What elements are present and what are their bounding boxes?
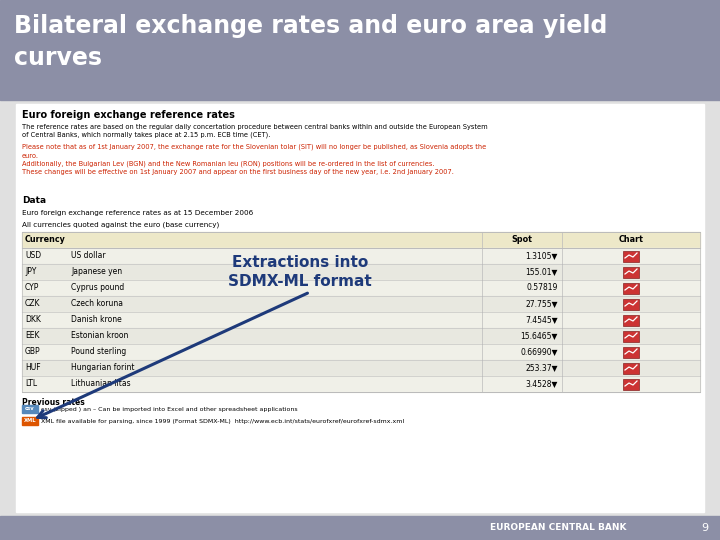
Text: The reference rates are based on the regular daily concertation procedure betwee: The reference rates are based on the reg…	[22, 124, 487, 138]
Text: 0.66990▼: 0.66990▼	[521, 348, 558, 356]
Text: 3.4528▼: 3.4528▼	[526, 380, 558, 388]
Text: Bilateral exchange rates and euro area yield: Bilateral exchange rates and euro area y…	[14, 14, 608, 38]
Text: JPY: JPY	[25, 267, 37, 276]
Text: Cyprus pound: Cyprus pound	[71, 284, 125, 293]
Text: 155.01▼: 155.01▼	[526, 267, 558, 276]
Text: Data: Data	[22, 196, 46, 205]
Bar	[22, 264, 700, 280]
Bar	[22, 328, 700, 344]
Text: 0.57819: 0.57819	[526, 284, 558, 293]
Bar	[623, 251, 639, 261]
Bar	[22, 248, 700, 264]
Text: Japanese yen: Japanese yen	[71, 267, 122, 276]
Text: 1.3105▼: 1.3105▼	[526, 252, 558, 260]
Bar	[623, 330, 639, 341]
Bar	[22, 417, 38, 425]
Text: csv (zipped ) an – Can be imported into Excel and other spreadsheet applications: csv (zipped ) an – Can be imported into …	[41, 407, 297, 411]
Text: Previous rates: Previous rates	[22, 398, 85, 407]
Text: Danish krone: Danish krone	[71, 315, 122, 325]
Text: HUF: HUF	[25, 363, 40, 373]
Text: curves: curves	[14, 46, 102, 70]
Text: Euro foreign exchange reference rates as at 15 December 2006: Euro foreign exchange reference rates as…	[22, 210, 253, 216]
Bar	[623, 362, 639, 374]
Bar	[623, 347, 639, 357]
Text: csv: csv	[25, 407, 35, 411]
Text: Pound sterling: Pound sterling	[71, 348, 126, 356]
Text: Lithuanian litas: Lithuanian litas	[71, 380, 130, 388]
Text: Estonian kroon: Estonian kroon	[71, 332, 128, 341]
Text: 253.37▼: 253.37▼	[526, 363, 558, 373]
Text: Chart: Chart	[618, 235, 644, 245]
Bar	[16, 104, 704, 512]
Bar	[0, 100, 720, 516]
Bar	[22, 312, 700, 328]
Bar	[0, 516, 720, 540]
Text: Spot: Spot	[512, 235, 532, 245]
Text: GBP: GBP	[25, 348, 40, 356]
Bar	[623, 282, 639, 294]
Bar	[623, 379, 639, 389]
Bar	[22, 405, 38, 413]
Text: Currency: Currency	[25, 235, 66, 245]
Bar	[22, 376, 700, 392]
Bar	[22, 360, 700, 376]
Text: XML file available for parsing, since 1999 (Format SDMX-ML)  http://www.ecb.int/: XML file available for parsing, since 19…	[41, 418, 404, 423]
Bar	[22, 232, 700, 248]
Text: LTL: LTL	[25, 380, 37, 388]
Bar	[22, 344, 700, 360]
Text: 27.755▼: 27.755▼	[526, 300, 558, 308]
Text: 9: 9	[701, 523, 708, 533]
Text: 7.4545▼: 7.4545▼	[526, 315, 558, 325]
Text: US dollar: US dollar	[71, 252, 106, 260]
Bar	[623, 267, 639, 278]
Text: Please note that as of 1st January 2007, the exchange rate for the Slovenian tol: Please note that as of 1st January 2007,…	[22, 144, 486, 175]
Text: EUROPEAN CENTRAL BANK: EUROPEAN CENTRAL BANK	[490, 523, 626, 532]
Text: Extractions into
SDMX-ML format: Extractions into SDMX-ML format	[228, 255, 372, 289]
Text: XML: XML	[24, 418, 36, 423]
Text: All currencies quoted against the euro (base currency): All currencies quoted against the euro (…	[22, 221, 220, 227]
Text: CYP: CYP	[25, 284, 40, 293]
Bar	[623, 314, 639, 326]
Bar	[22, 280, 700, 296]
Text: EEK: EEK	[25, 332, 40, 341]
Text: Euro foreign exchange reference rates: Euro foreign exchange reference rates	[22, 110, 235, 120]
Bar	[22, 296, 700, 312]
Bar	[0, 0, 720, 100]
Text: DKK: DKK	[25, 315, 41, 325]
Text: USD: USD	[25, 252, 41, 260]
Bar	[623, 299, 639, 309]
Text: CZK: CZK	[25, 300, 40, 308]
Text: 15.6465▼: 15.6465▼	[521, 332, 558, 341]
Text: Czech koruna: Czech koruna	[71, 300, 123, 308]
Text: Hungarian forint: Hungarian forint	[71, 363, 135, 373]
